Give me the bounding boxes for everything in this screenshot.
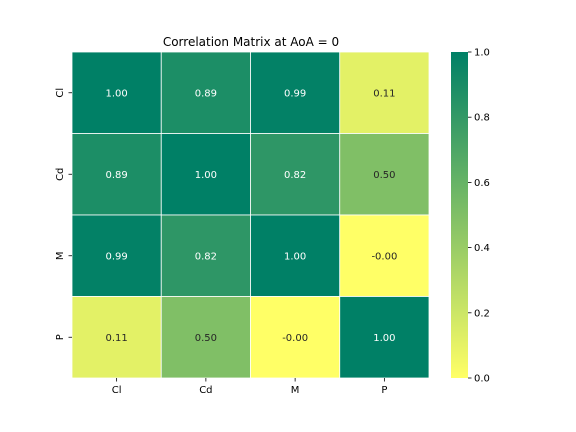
cell-value-label: 0.82: [284, 170, 306, 181]
y-tick-label: P: [55, 334, 66, 340]
y-tick-label: M: [55, 251, 66, 260]
heatmap-cells: 1.00 0.89 0.99 0.11 0.89 1.00 0.82 0.50 0.99 0.82…: [71, 51, 430, 379]
cell-value-label: -0.00: [282, 333, 308, 344]
cell-value-label: 1.00: [284, 251, 306, 262]
heatmap-cell-Cl-M: [250, 51, 341, 134]
colorbar-tick-label: 0.2: [474, 308, 490, 319]
heatmap-cell-Cd-Cd: [160, 133, 251, 216]
heatmap-cell-M-P: [339, 214, 430, 297]
heatmap-cell-Cd-Cl: [71, 133, 162, 216]
heatmap-cell-P-Cd: [160, 296, 251, 379]
cell-value-label: 0.11: [373, 88, 395, 99]
x-tick-label: P: [381, 385, 387, 396]
heatmap-cell-P-M: [250, 296, 341, 379]
x-tick-label: Cd: [199, 385, 212, 396]
x-tick-label: M: [291, 385, 300, 396]
chart-title: Correlation Matrix at AoA = 0: [163, 35, 339, 49]
colorbar-tick-label: 0.0: [474, 374, 490, 385]
cell-value-label: 0.50: [373, 170, 395, 181]
colorbar-tick-label: 0.4: [474, 243, 490, 254]
colorbar-tick-label: 0.8: [474, 113, 490, 124]
cell-value-label: 0.89: [195, 88, 217, 99]
y-axis: Cl Cd M P: [55, 88, 72, 340]
cell-value-label: 0.99: [284, 88, 306, 99]
colorbar-gradient: [451, 52, 468, 378]
colorbar-tick-label: 0.6: [474, 178, 490, 189]
heatmap-cell-P-P: [339, 296, 430, 379]
x-axis: Cl Cd M P: [112, 378, 387, 396]
cell-value-label: -0.00: [371, 251, 397, 262]
y-tick-label: Cl: [55, 88, 66, 98]
cell-value-label: 1.00: [105, 88, 127, 99]
heatmap-cell-Cl-Cd: [160, 51, 251, 134]
cell-value-label: 1.00: [195, 170, 217, 181]
cell-value-label: 0.89: [105, 170, 127, 181]
heatmap-cell-Cd-P: [339, 133, 430, 216]
cell-value-label: 1.00: [373, 333, 395, 344]
y-tick-label: Cd: [55, 168, 66, 181]
x-tick-label: Cl: [112, 385, 122, 396]
heatmap-cell-P-Cl: [71, 296, 162, 379]
cell-value-label: 0.82: [195, 251, 217, 262]
colorbar-tick-label: 1.0: [474, 48, 490, 59]
heatmap-cell-Cl-P: [339, 51, 430, 134]
colorbar: 0.0 0.2 0.4 0.6 0.8 1.0: [451, 48, 490, 385]
cell-value-label: 0.50: [195, 333, 217, 344]
heatmap-cell-Cl-Cl: [71, 51, 162, 134]
heatmap-cell-M-Cd: [160, 214, 251, 297]
cell-value-label: 0.11: [105, 333, 127, 344]
cell-value-label: 0.99: [105, 251, 127, 262]
